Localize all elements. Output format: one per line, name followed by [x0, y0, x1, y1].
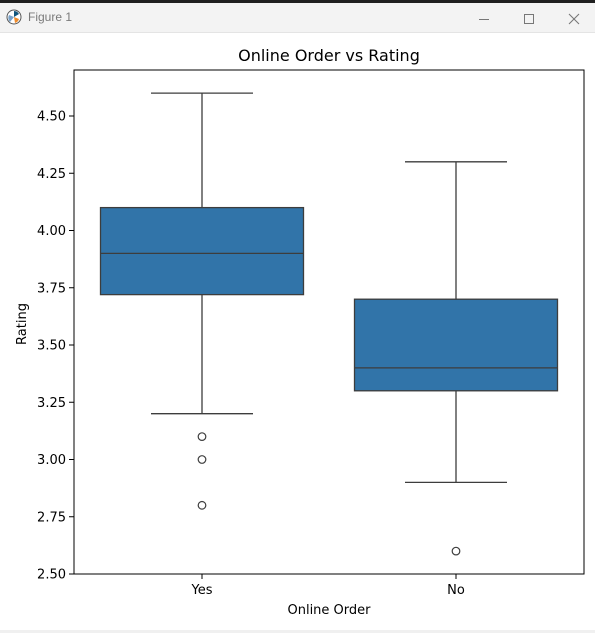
- x-tick-label-yes: Yes: [191, 583, 213, 598]
- window-title: Figure 1: [28, 10, 73, 24]
- axes-frame: [73, 69, 585, 575]
- screen-top-strip: [0, 0, 595, 3]
- chart-title: Online Order vs Rating: [238, 46, 420, 65]
- x-tick-label-no: No: [447, 583, 465, 598]
- minimize-button[interactable]: [462, 6, 506, 32]
- outlier-point-yes: [197, 455, 207, 464]
- y-tick-label: 2.75: [37, 510, 66, 525]
- y-tick-label: 4.50: [37, 110, 66, 125]
- maximize-icon: [524, 14, 534, 24]
- maximize-button[interactable]: [507, 6, 551, 32]
- box-no: [353, 298, 559, 392]
- minimize-icon: [479, 19, 489, 20]
- y-tick-label: 3.25: [37, 396, 66, 411]
- y-tick-label: 3.75: [37, 281, 66, 296]
- figure-canvas: Online Order vs Rating 2.50 2.75 3.00 3.25 3…: [0, 33, 595, 630]
- window-titlebar[interactable]: Figure 1: [0, 3, 595, 33]
- y-tick-label: 3.50: [37, 339, 66, 354]
- outlier-point-yes: [197, 432, 207, 442]
- close-icon: [568, 13, 580, 25]
- box-yes: [99, 206, 305, 296]
- x-axis-label: Online Order: [287, 603, 371, 618]
- close-button[interactable]: [552, 6, 595, 32]
- y-axis-label: Rating: [15, 303, 30, 345]
- axes: 2.50 2.75 3.00 3.25 3.50 3.75 4.00 4.25 4.50 Yes N…: [37, 69, 585, 598]
- plot-area: [99, 92, 559, 556]
- y-tick-label: 2.50: [37, 568, 66, 583]
- outlier-point-no: [451, 546, 461, 556]
- chart-svg: Online Order vs Rating 2.50 2.75 3.00 3.25 3…: [15, 46, 585, 618]
- matplotlib-logo-icon: [6, 9, 22, 25]
- outlier-point-yes: [197, 500, 207, 510]
- y-tick-label: 3.00: [37, 453, 66, 468]
- window-bottom-edge: [0, 630, 595, 633]
- y-tick-label: 4.25: [37, 167, 66, 182]
- y-tick-label: 4.00: [37, 224, 66, 239]
